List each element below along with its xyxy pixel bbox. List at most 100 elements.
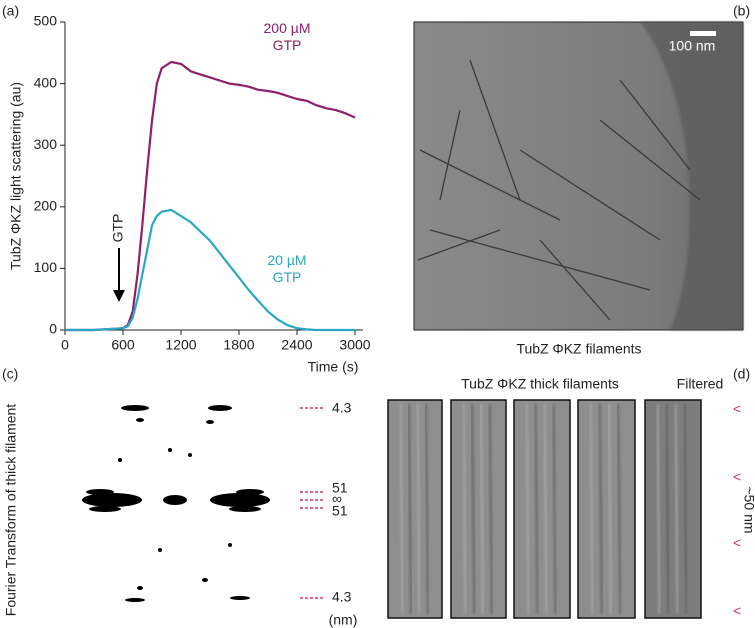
x-tick-label: 600 xyxy=(111,337,135,353)
scale-bar xyxy=(690,31,716,36)
reflection xyxy=(118,458,122,462)
filament xyxy=(519,149,661,241)
filament-streak xyxy=(655,403,662,615)
x-tick-label: 0 xyxy=(61,337,69,353)
fourier-axis-label: Fourier Transform of thick filament xyxy=(3,404,19,617)
reflection xyxy=(236,489,264,495)
reflection xyxy=(89,506,121,512)
filaments-title: TubZ ΦKZ thick filaments xyxy=(461,376,619,392)
y-tick-label: 100 xyxy=(34,259,58,275)
reflection xyxy=(202,578,208,582)
filament xyxy=(539,239,611,321)
reflection xyxy=(228,543,232,547)
reflection xyxy=(206,420,214,424)
filaments xyxy=(417,59,701,321)
filament-streak xyxy=(487,403,494,615)
reflection xyxy=(208,405,232,411)
x-axis-title: Time (s) xyxy=(308,359,359,375)
reflection xyxy=(158,548,162,552)
reflection xyxy=(229,506,261,512)
filament-streak xyxy=(398,403,405,615)
layer-line-label: ∞ xyxy=(332,491,342,507)
grid-edge xyxy=(640,22,743,330)
reflection xyxy=(230,596,250,600)
annotation-arrowhead xyxy=(113,290,125,302)
filament xyxy=(417,229,501,261)
filament-streak xyxy=(542,403,549,615)
layer-line-marks xyxy=(300,407,325,599)
y-tick-label: 400 xyxy=(34,74,58,90)
filament xyxy=(619,79,691,171)
x-tick-label: 2400 xyxy=(281,337,312,353)
filament-streak xyxy=(588,403,595,615)
panel-label: (a) xyxy=(2,3,19,19)
reflection xyxy=(210,493,270,507)
filament-image xyxy=(387,399,443,619)
filament-streak xyxy=(415,403,422,615)
reflection xyxy=(125,598,145,602)
caption: TubZ ΦKZ filaments xyxy=(516,341,641,357)
y-tick-label: 0 xyxy=(49,321,57,337)
layer-line-label: 4.3 xyxy=(332,400,352,416)
repeat-marker: < xyxy=(733,401,741,417)
panel-label: (b) xyxy=(733,3,750,19)
unit-label: (nm) xyxy=(329,612,358,628)
x-tick-label: 1800 xyxy=(223,337,254,353)
repeat-marker: < xyxy=(733,603,741,619)
y-axis-title: TubZ ΦKZ light scattering (au) xyxy=(8,82,24,270)
filament-streak xyxy=(682,403,689,615)
filament-streak xyxy=(461,403,468,615)
filament-image xyxy=(450,399,507,619)
y-tick-label: 500 xyxy=(34,13,58,29)
reflection xyxy=(168,448,172,452)
reflection xyxy=(188,453,192,457)
filament-image xyxy=(513,399,571,619)
filament-streak xyxy=(664,403,671,615)
filament xyxy=(439,109,461,201)
filament xyxy=(419,149,561,221)
x-tick-label: 1200 xyxy=(165,337,196,353)
filament-streak xyxy=(424,403,430,615)
filtered-title: Filtered xyxy=(677,376,724,392)
repeat-marker: < xyxy=(733,535,741,551)
filament-streak xyxy=(673,403,680,615)
filament-streak xyxy=(479,403,485,615)
reflection xyxy=(163,495,187,505)
y-tick-label: 200 xyxy=(34,198,58,214)
filament-streak xyxy=(470,403,477,615)
filament xyxy=(429,229,651,291)
series-line xyxy=(65,60,356,332)
repeat-label: ~50 nm xyxy=(741,486,755,533)
filament-image xyxy=(577,399,636,619)
reflection xyxy=(82,493,142,507)
scale-bar-label: 100 nm xyxy=(669,38,716,54)
filament-streak xyxy=(407,403,413,615)
filament-streak xyxy=(616,403,623,615)
plot: 0 100 200 300 400 500 0 600 1200 1800 2400 3000 GTP xyxy=(34,13,371,353)
repeat-marker: < xyxy=(733,469,741,485)
annotation: GTP xyxy=(110,214,126,243)
filament xyxy=(469,59,521,201)
series-line xyxy=(65,208,355,332)
filament-streak xyxy=(597,403,604,615)
reflection xyxy=(137,586,143,590)
filament-image xyxy=(644,399,702,619)
filament-streak xyxy=(551,403,558,615)
filament-streak xyxy=(524,403,531,615)
reflection xyxy=(86,489,114,495)
reflection xyxy=(121,405,149,411)
series-label: 20 µM GTP xyxy=(267,252,307,285)
panel-label: (d) xyxy=(733,366,750,382)
layer-line-label: 4.3 xyxy=(332,589,352,605)
filament xyxy=(599,119,701,201)
layer-line-label: 51 xyxy=(332,503,348,519)
panel-label: (c) xyxy=(2,366,18,382)
filament-streak xyxy=(607,403,613,615)
y-tick-label: 300 xyxy=(34,136,58,152)
filament-streak xyxy=(533,403,540,615)
reflection xyxy=(136,418,144,422)
layer-line-label: 51 xyxy=(332,480,348,496)
diffraction-pattern xyxy=(82,405,270,602)
